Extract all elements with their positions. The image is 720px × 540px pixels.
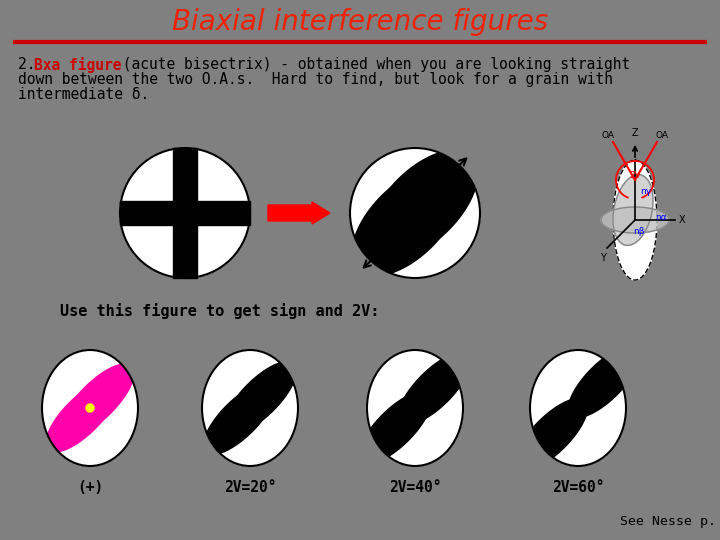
Polygon shape [568, 346, 641, 417]
Text: OA: OA [601, 131, 614, 140]
Circle shape [350, 148, 480, 278]
Polygon shape [359, 392, 431, 464]
Text: 2V=40°: 2V=40° [389, 480, 441, 495]
Ellipse shape [601, 207, 669, 233]
Ellipse shape [42, 350, 138, 466]
Polygon shape [516, 399, 588, 470]
Text: 2V: 2V [629, 172, 641, 180]
Text: (acute bisectrix) - obtained when you are looking straight: (acute bisectrix) - obtained when you ar… [114, 57, 630, 72]
Text: Bxa figure: Bxa figure [34, 57, 122, 73]
Bar [120, 201, 250, 225]
Text: 2V=60°: 2V=60° [552, 480, 604, 495]
Polygon shape [352, 167, 462, 276]
Ellipse shape [367, 350, 463, 466]
Text: nβ: nβ [633, 227, 644, 237]
Text: down between the two O.A.s.  Hard to find, but look for a grain with: down between the two O.A.s. Hard to find… [18, 72, 613, 87]
Text: nγ: nγ [640, 187, 651, 197]
Text: Y: Y [600, 253, 606, 263]
Text: intermediate δ.: intermediate δ. [18, 87, 149, 102]
Text: X: X [679, 215, 685, 225]
Ellipse shape [613, 174, 653, 246]
Text: OA: OA [655, 131, 668, 140]
Text: 2.: 2. [18, 57, 44, 72]
Polygon shape [46, 380, 118, 452]
Text: Use this figure to get sign and 2V:: Use this figure to get sign and 2V: [60, 303, 379, 319]
Polygon shape [399, 352, 471, 424]
Polygon shape [225, 362, 297, 434]
Polygon shape [369, 150, 478, 259]
Ellipse shape [530, 350, 626, 466]
FancyArrow shape [268, 202, 330, 224]
Polygon shape [204, 382, 276, 455]
Text: (+): (+) [77, 480, 103, 495]
Polygon shape [62, 364, 134, 436]
Text: nα: nα [655, 213, 667, 222]
Ellipse shape [613, 160, 657, 280]
Circle shape [120, 148, 250, 278]
Text: 2V=20°: 2V=20° [224, 480, 276, 495]
Circle shape [86, 404, 94, 412]
Bar [173, 148, 197, 278]
Text: Biaxial interference figures: Biaxial interference figures [172, 8, 548, 36]
Text: See Nesse p. 101: See Nesse p. 101 [620, 515, 720, 528]
Ellipse shape [202, 350, 298, 466]
Text: Z: Z [631, 128, 639, 138]
